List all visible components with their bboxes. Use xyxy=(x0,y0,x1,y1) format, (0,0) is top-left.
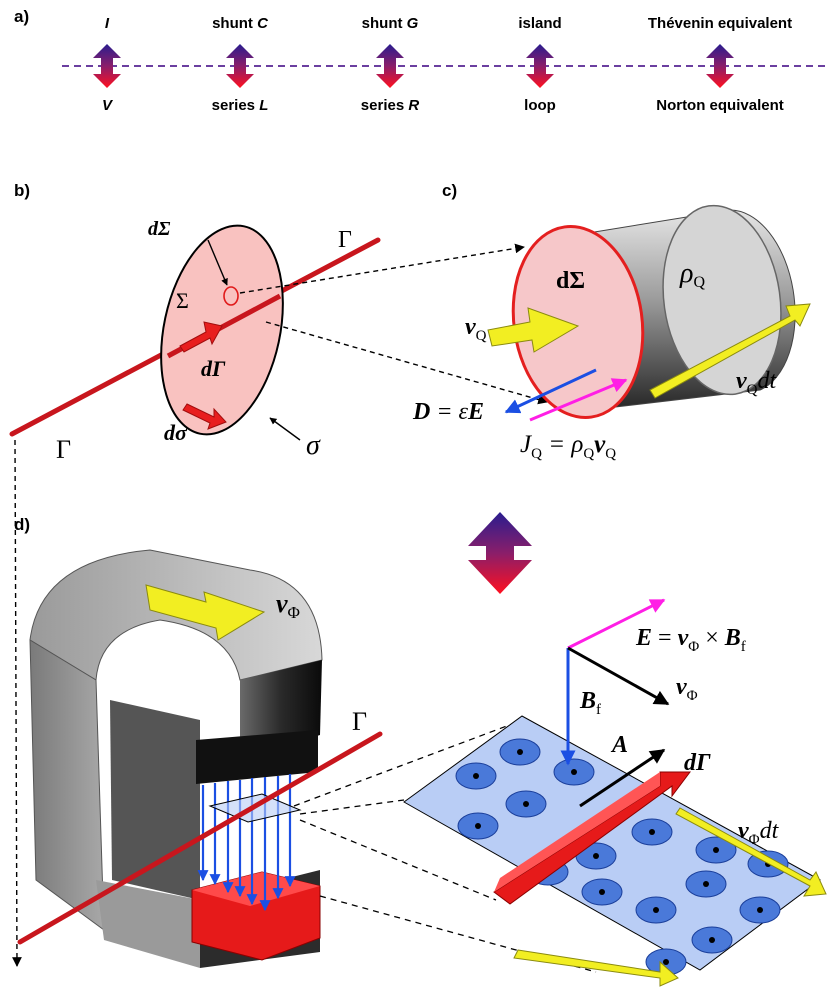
b-field-lines xyxy=(197,774,296,912)
panel-label-c: c) xyxy=(442,181,457,200)
flux-dots xyxy=(455,738,789,976)
label-sigma-cap-b: Σ xyxy=(176,288,189,313)
connector-disk xyxy=(265,321,548,405)
duality-top-3: shunt G xyxy=(362,15,419,32)
small-surface-element xyxy=(223,286,239,306)
flux-dot-center xyxy=(713,847,719,853)
duality-arrow-1 xyxy=(93,44,121,88)
label-d-gamma-d: dΓ xyxy=(684,750,711,776)
duality-arrow-4 xyxy=(526,44,554,88)
duality-top-2: shunt C xyxy=(212,15,269,32)
flux-dot-center xyxy=(473,773,479,779)
label-gamma-top: Γ xyxy=(338,227,352,253)
label-e-equation: E = vΦ × Bf xyxy=(635,625,746,655)
duality-bottom-3: series R xyxy=(361,97,420,114)
label-d-sigma-cap-c: dΣ xyxy=(556,268,585,294)
flux-dot-center xyxy=(475,823,481,829)
label-v-phi-2: vΦ xyxy=(676,674,698,704)
d-sigma-arrow xyxy=(182,403,227,430)
flux-dot-center xyxy=(593,853,599,859)
v-q-arrow xyxy=(487,307,580,353)
label-j-equation: JQ = ρQvQ xyxy=(520,431,616,462)
v-phi-dt-arrow-bottom xyxy=(513,949,679,987)
v-phi-arrow xyxy=(145,584,266,641)
duality-arrows xyxy=(93,44,734,88)
duality-bottom-5: Norton equivalent xyxy=(656,97,784,114)
label-d-gamma-b: dΓ xyxy=(201,356,226,381)
flux-dot-center xyxy=(517,749,523,755)
duality-top-4: island xyxy=(518,15,561,32)
d-sigma-cap-pointer xyxy=(207,239,228,286)
label-v-phi: vΦ xyxy=(276,589,300,622)
label-a-vector: A xyxy=(610,732,628,758)
zoom-connectors xyxy=(293,717,597,973)
sigma-pointer xyxy=(269,417,301,441)
duality-top-5: Thévenin equivalent xyxy=(648,15,792,32)
central-duality-arrow xyxy=(468,512,532,594)
label-d-equation: D = εE xyxy=(412,399,484,425)
flux-dot-center xyxy=(663,959,669,965)
flux-dot-center xyxy=(703,881,709,887)
label-v-q-dt: vQdt xyxy=(736,368,778,398)
flux-dot-center xyxy=(709,937,715,943)
e-field-vector xyxy=(567,598,666,650)
a-vector xyxy=(579,748,666,808)
flux-dot-center xyxy=(649,829,655,835)
cylinder-back-face xyxy=(662,204,782,396)
label-gamma-d: Γ xyxy=(352,707,367,736)
duality-bottom-4: loop xyxy=(524,97,556,114)
duality-top-1: I xyxy=(105,15,110,32)
v-phi-dt-arrow-top xyxy=(675,807,827,897)
duality-bottom-1: V xyxy=(102,97,114,114)
duality-arrow-5 xyxy=(706,44,734,88)
label-sigma-b: σ xyxy=(306,430,321,461)
panel-label-d: d) xyxy=(14,515,30,534)
label-d-sigma-cap-b: dΣ xyxy=(148,218,171,240)
duality-arrow-2 xyxy=(226,44,254,88)
label-b-f: Bf xyxy=(579,688,601,718)
label-d-sigma-b: dσ xyxy=(164,420,188,445)
duality-bottom-2: series L xyxy=(212,97,269,114)
v-phi-vector xyxy=(567,646,670,706)
connector-rod xyxy=(12,439,22,967)
label-v-phi-dt: vΦdt xyxy=(738,818,780,848)
rod-gamma-d xyxy=(17,731,383,945)
flux-dot-center xyxy=(757,907,763,913)
label-v-q: vQ xyxy=(465,314,487,344)
panel-label-a: a) xyxy=(14,7,29,26)
surface-disk-sigma xyxy=(160,224,284,436)
panel-label-b: b) xyxy=(14,181,30,200)
d-gamma-arrow xyxy=(179,321,223,353)
v-q-dt-arrow xyxy=(649,303,811,399)
j-current-arrow xyxy=(529,378,628,422)
d-field-arrow xyxy=(504,368,597,414)
label-rho-q: ρQ xyxy=(679,258,705,291)
flux-dot-center xyxy=(599,889,605,895)
connector-dsigma xyxy=(239,243,525,294)
d-gamma-prism-top xyxy=(494,772,660,892)
label-gamma-bottom: Γ xyxy=(56,435,71,464)
flux-dot-center xyxy=(653,907,659,913)
flux-dot-center xyxy=(523,801,529,807)
flux-dot-center xyxy=(571,769,577,775)
duality-arrow-3 xyxy=(376,44,404,88)
